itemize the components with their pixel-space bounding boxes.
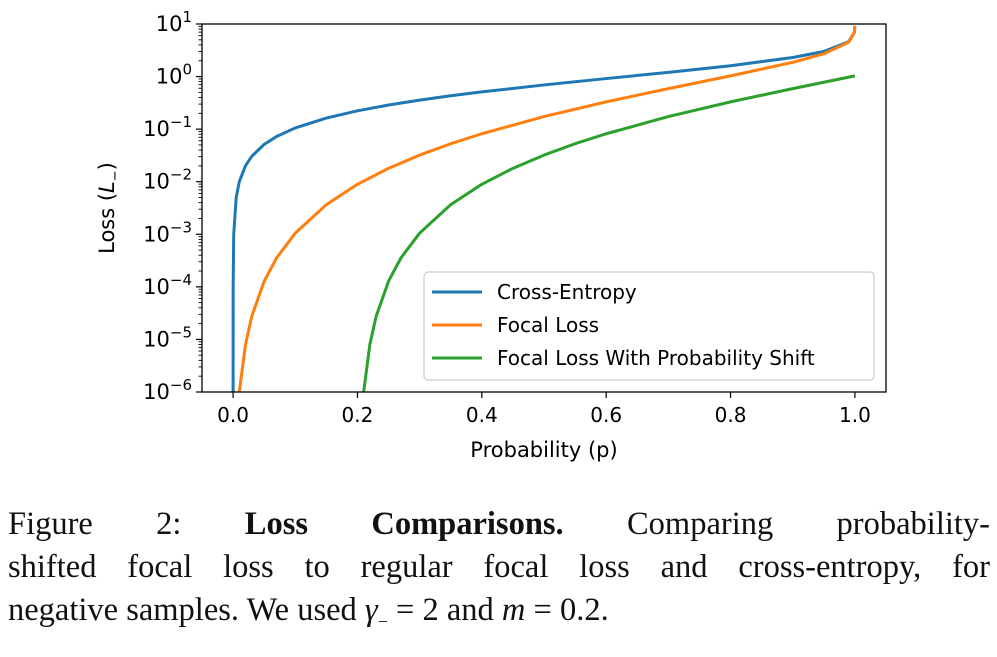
plot-area: 0.0 0.2 0.4 0.6 0.8 1.0 101 100 10−1 10−2 10−3 10−4…	[143, 8, 887, 427]
series-line-1	[231, 25, 857, 392]
y-tick-label: 10−5	[143, 323, 192, 351]
caption-figure-number: Figure 2:	[8, 506, 245, 542]
caption-line-1: Figure 2: Loss Comparisons. Comparing pr…	[8, 503, 990, 546]
x-tick-label: 0.2	[342, 403, 374, 427]
x-axis-label: Probability (p)	[470, 438, 617, 462]
y-tick-label: 10−4	[143, 271, 192, 299]
x-tick-label: 0.8	[715, 403, 747, 427]
x-tick-label: 1.0	[839, 403, 871, 427]
y-tick-label: 101	[156, 8, 192, 36]
caption-text: Comparing probability-	[563, 506, 990, 542]
x-tick-label: 0.6	[590, 403, 622, 427]
axes-frame	[201, 23, 887, 393]
legend-label: Focal Loss	[497, 313, 599, 337]
y-tick-label: 10−6	[143, 376, 192, 404]
legend: Cross-Entropy Focal Loss Focal Loss With P…	[423, 271, 875, 381]
y-axis-label: Loss (L−)	[95, 162, 123, 254]
caption-line-2: shifted focal loss to regular focal loss…	[8, 549, 990, 585]
caption-title: Loss Comparisons.	[244, 506, 564, 542]
y-tick-label: 100	[156, 61, 192, 89]
series-line-3	[362, 74, 856, 392]
series-line-2	[237, 25, 857, 392]
figure-caption: Figure 2: Loss Comparisons. Comparing pr…	[8, 503, 990, 644]
caption-line-3: negative samples. We used γ− = 2 and m =…	[8, 592, 609, 632]
y-tick-label: 10−2	[143, 166, 192, 194]
legend-label: Cross-Entropy	[497, 280, 637, 304]
legend-box	[423, 271, 875, 381]
x-tick-label: 0.4	[466, 403, 498, 427]
loss-chart: 0.0 0.2 0.4 0.6 0.8 1.0 101 100 10−1 10−2 10−3 10−4…	[95, 8, 887, 462]
y-tick-label: 10−3	[143, 218, 192, 246]
legend-label: Focal Loss With Probability Shift	[497, 346, 815, 370]
x-tick-label: 0.0	[217, 403, 249, 427]
y-tick-label: 10−1	[143, 113, 192, 141]
